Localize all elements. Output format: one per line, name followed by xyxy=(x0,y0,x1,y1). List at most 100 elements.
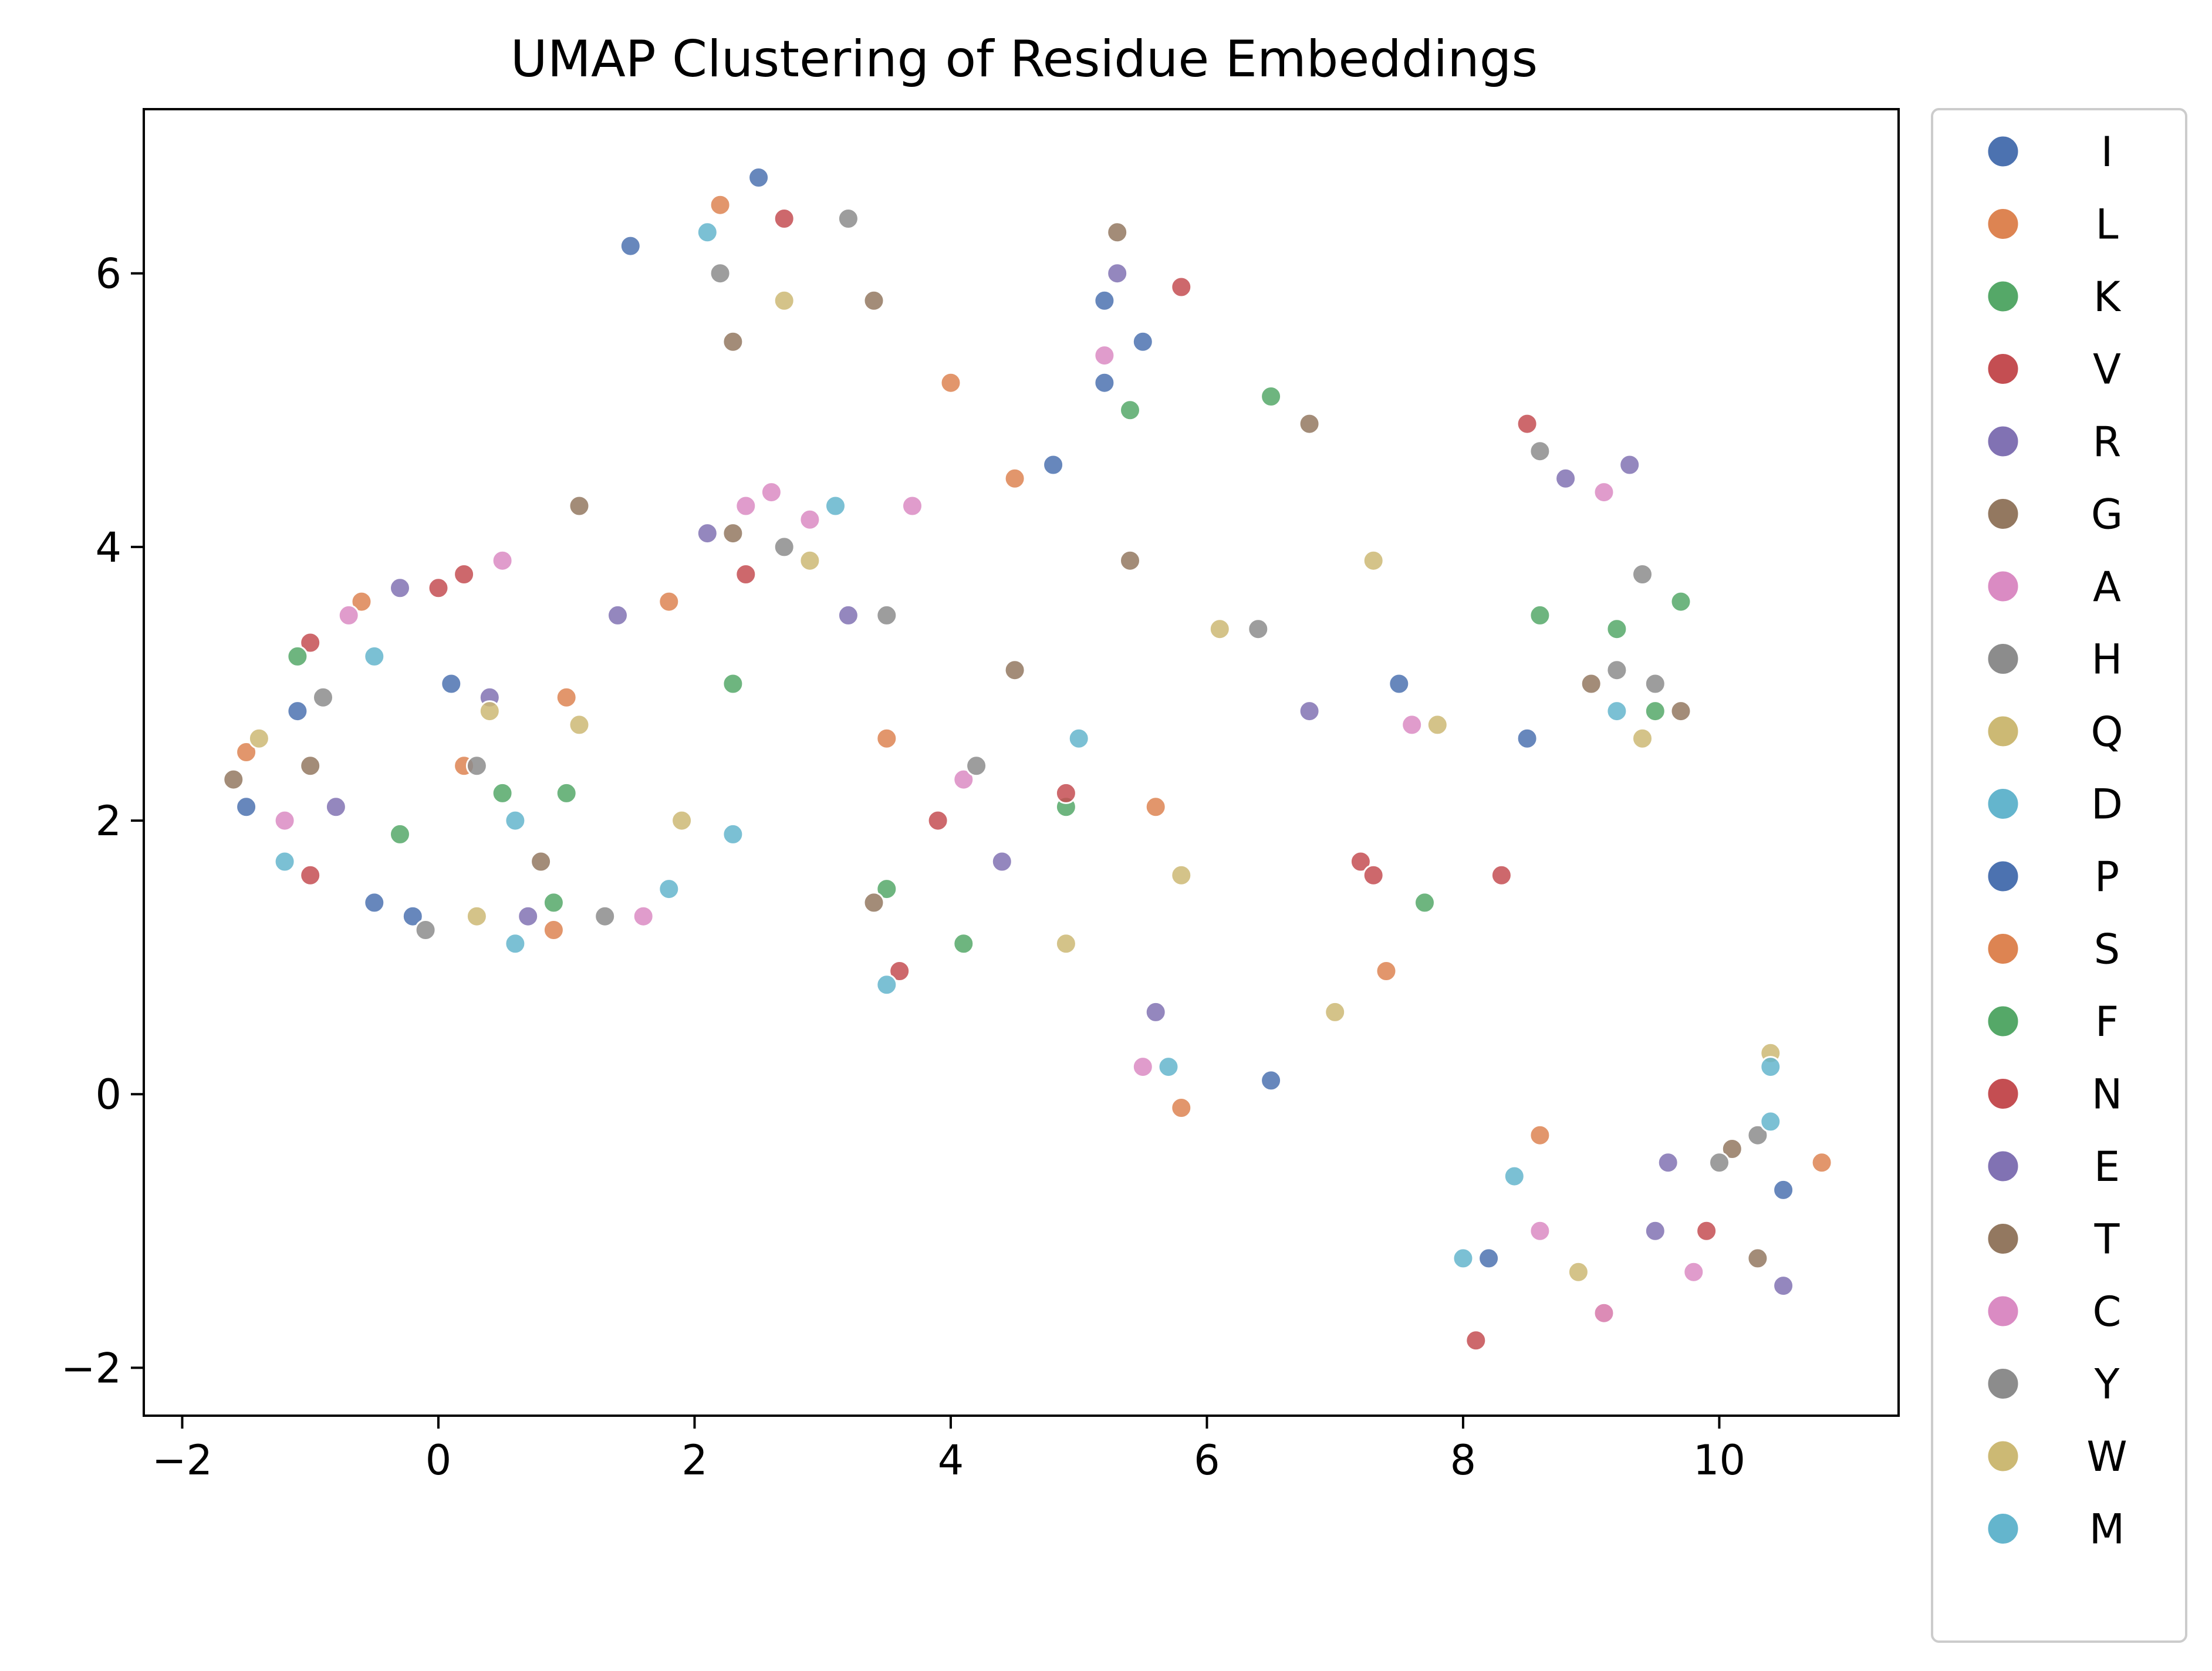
data-point xyxy=(568,714,590,736)
data-point xyxy=(286,645,309,667)
x-tick-label: 4 xyxy=(938,1436,964,1484)
legend-label: D xyxy=(2091,781,2123,829)
data-point xyxy=(542,892,565,914)
data-point xyxy=(1144,796,1167,818)
data-point xyxy=(1452,1247,1474,1270)
data-point xyxy=(1004,467,1026,490)
data-point xyxy=(965,755,988,777)
data-point xyxy=(1144,1001,1167,1023)
y-axis: −2 0 2 4 6 xyxy=(61,250,144,1392)
data-point xyxy=(709,194,731,216)
legend-marker xyxy=(1986,859,2020,893)
data-point xyxy=(658,878,680,900)
legend-label: P xyxy=(2095,853,2119,901)
data-point xyxy=(1119,549,1141,572)
data-point xyxy=(491,782,514,804)
legend-marker xyxy=(1986,1512,2020,1545)
data-point xyxy=(837,604,859,626)
x-tick-label: 0 xyxy=(425,1436,452,1484)
data-point xyxy=(1478,1247,1500,1270)
data-point xyxy=(722,330,744,353)
legend-marker xyxy=(1986,279,2020,313)
data-point xyxy=(1119,399,1141,421)
legend-marker xyxy=(1986,787,2020,821)
data-point xyxy=(1721,1138,1743,1160)
data-point xyxy=(953,933,975,955)
data-point xyxy=(299,632,322,654)
x-axis: −2 0 2 4 6 8 10 xyxy=(152,1416,1745,1484)
data-point xyxy=(1503,1165,1525,1187)
data-point xyxy=(1093,372,1116,394)
data-point xyxy=(696,522,718,545)
data-point xyxy=(748,167,770,188)
data-point xyxy=(1606,659,1628,681)
y-tick-label: −2 xyxy=(61,1344,121,1392)
data-point xyxy=(350,590,373,613)
data-point xyxy=(465,755,488,777)
data-point xyxy=(1606,700,1628,723)
data-point xyxy=(1068,727,1090,750)
y-tick-label: 4 xyxy=(95,524,121,572)
data-point xyxy=(709,262,731,285)
data-point xyxy=(1414,892,1436,914)
data-point xyxy=(517,905,539,927)
legend-marker xyxy=(1986,714,2020,748)
chart-title: UMAP Clustering of Residue Embeddings xyxy=(511,30,1538,89)
data-point xyxy=(1324,1001,1346,1023)
legend-marker xyxy=(1986,1367,2020,1400)
data-point xyxy=(1772,1275,1795,1297)
x-tick-label: 8 xyxy=(1450,1436,1477,1484)
data-point xyxy=(889,960,911,982)
data-point xyxy=(1529,440,1551,463)
data-point xyxy=(940,372,962,394)
data-point xyxy=(1426,714,1448,736)
data-point xyxy=(1465,1329,1487,1352)
data-point xyxy=(799,508,821,531)
data-point xyxy=(478,700,501,723)
data-point xyxy=(1683,1261,1705,1283)
data-point xyxy=(773,536,795,558)
data-point xyxy=(414,919,437,941)
data-point xyxy=(1670,590,1692,613)
legend-label: C xyxy=(2093,1288,2122,1336)
x-tick-label: 10 xyxy=(1693,1436,1745,1484)
legend-label: R xyxy=(2093,418,2122,466)
legend-marker xyxy=(1986,1222,2020,1255)
data-point xyxy=(1349,850,1372,873)
data-point xyxy=(273,809,296,832)
data-point xyxy=(1529,1124,1551,1146)
legend-marker xyxy=(1986,134,2020,168)
data-point xyxy=(235,741,258,763)
data-point xyxy=(1747,1247,1769,1270)
y-tick-label: 2 xyxy=(95,797,121,845)
data-point xyxy=(1606,618,1628,640)
data-point xyxy=(1516,727,1538,750)
data-point xyxy=(1747,1124,1769,1146)
x-tick-label: −2 xyxy=(152,1436,212,1484)
data-point xyxy=(735,495,757,517)
data-point xyxy=(671,809,693,832)
data-point xyxy=(363,892,386,914)
data-point xyxy=(299,755,322,777)
data-point xyxy=(542,919,565,941)
data-point xyxy=(465,905,488,927)
data-point xyxy=(799,549,821,572)
legend-marker xyxy=(1986,497,2020,531)
data-point xyxy=(273,850,296,873)
x-tick-label: 6 xyxy=(1194,1436,1220,1484)
legend-marker xyxy=(1986,207,2020,241)
data-point xyxy=(837,208,859,229)
data-point xyxy=(1093,289,1116,312)
data-point xyxy=(1619,454,1641,476)
legend-label: S xyxy=(2094,926,2120,974)
data-point xyxy=(863,289,885,312)
data-point xyxy=(440,673,462,695)
data-point xyxy=(1170,276,1193,298)
data-point xyxy=(901,495,923,517)
data-point xyxy=(555,782,578,804)
data-point xyxy=(722,673,744,695)
data-point xyxy=(760,481,782,504)
data-point xyxy=(876,604,898,626)
data-point xyxy=(1260,1069,1282,1092)
